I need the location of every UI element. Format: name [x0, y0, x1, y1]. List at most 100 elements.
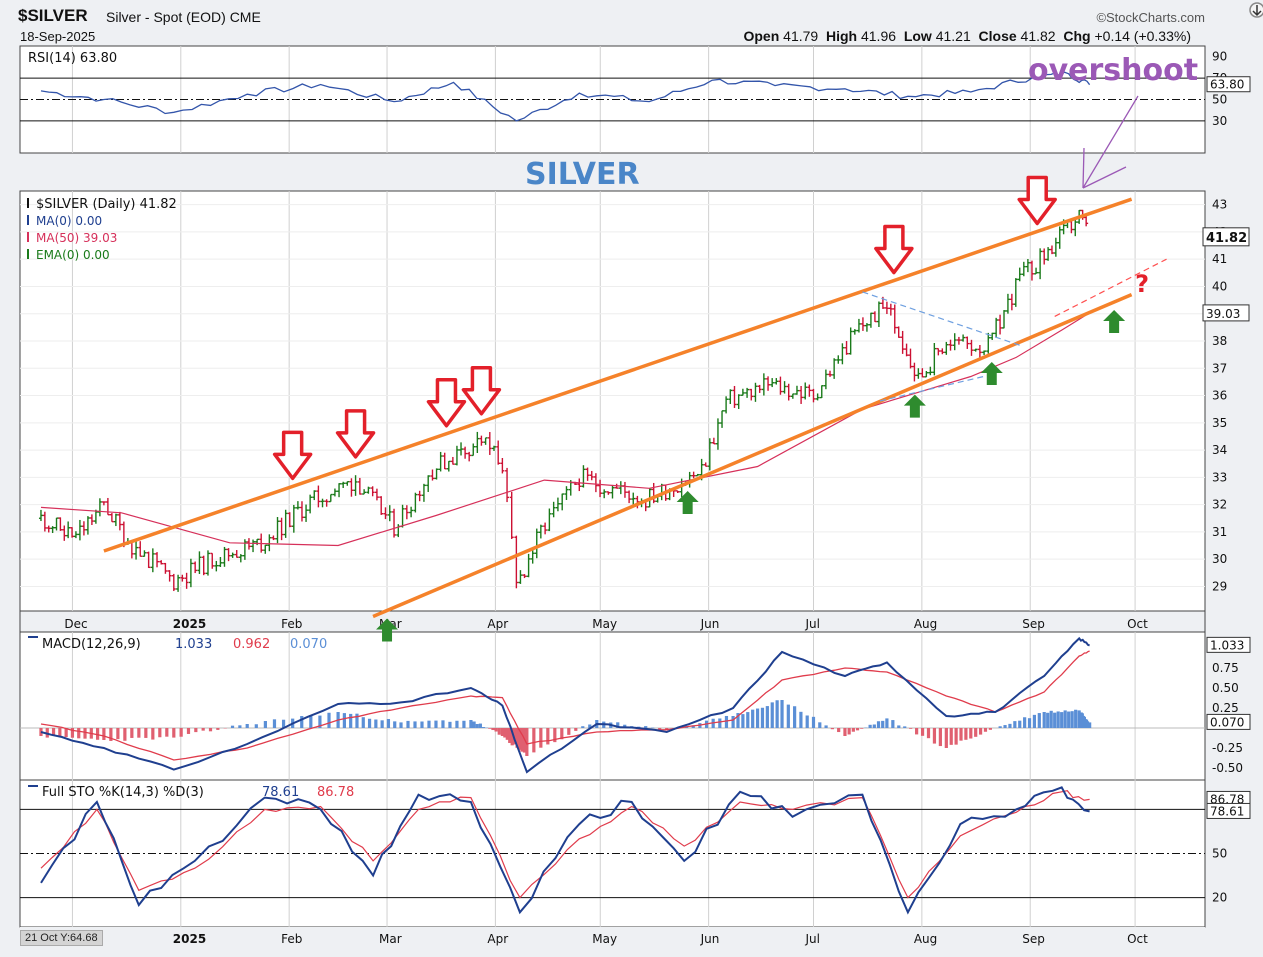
question-mark-annotation: ? — [1135, 270, 1149, 298]
price-bar — [924, 370, 929, 378]
price-bar — [761, 373, 766, 396]
macd-histogram-bar — [144, 728, 148, 738]
price-bar — [852, 329, 857, 335]
price-bar — [138, 541, 143, 557]
price-bar — [547, 508, 552, 532]
price-bar — [770, 378, 775, 388]
macd-histogram-bar — [245, 724, 249, 728]
price-bar — [337, 483, 342, 498]
macd-histogram-bar — [1003, 725, 1007, 728]
macd-histogram-bar — [851, 728, 855, 732]
macd-signal-value: 0.962 — [233, 637, 270, 652]
macd-histogram-bar — [546, 728, 550, 745]
price-bar — [299, 501, 304, 522]
price-bar — [238, 554, 243, 563]
rsi-line — [40, 71, 1091, 122]
rsi-tick-label: 50 — [1212, 93, 1227, 107]
macd-histogram-bar — [455, 720, 459, 728]
price-bar — [404, 505, 409, 520]
price-bar — [944, 341, 949, 355]
macd-panel — [19, 631, 1206, 781]
macd-histogram-bar — [751, 709, 755, 728]
silver-chart-title: SILVER — [525, 157, 640, 192]
macd-histogram-bar — [413, 721, 417, 728]
price-bar — [479, 435, 484, 446]
price-bar — [1002, 310, 1007, 329]
price-bar — [155, 552, 160, 568]
macd-histogram-bar — [1088, 722, 1092, 728]
macd-histogram-bar — [1063, 710, 1067, 728]
macd-histogram-bar — [216, 728, 220, 730]
price-bar — [353, 475, 358, 496]
macd-histogram-bar — [944, 728, 948, 748]
macd-histogram-bar — [860, 728, 864, 729]
price-bar — [167, 570, 172, 582]
macd-histogram-bar — [881, 720, 885, 728]
price-bar — [146, 551, 151, 569]
price-bar — [790, 393, 795, 399]
red-down-arrow-shape — [461, 366, 502, 416]
month-label-bottom: Apr — [487, 932, 508, 946]
macd-histogram-bar — [988, 728, 992, 730]
macd-histogram-bar — [208, 728, 213, 732]
month-label-bottom: Oct — [1127, 932, 1148, 946]
macd-histogram-bar — [488, 728, 492, 729]
macd-histogram-bar — [494, 728, 498, 732]
price-bar — [551, 501, 556, 518]
price-bar — [522, 574, 527, 579]
price-bar — [267, 534, 272, 552]
macd-histogram-bar — [281, 719, 286, 728]
price-legend-entry: MA(50) 39.03 — [36, 231, 117, 245]
red-down-arrow — [335, 409, 376, 459]
price-bar — [505, 467, 510, 503]
price-bar — [998, 314, 1003, 335]
lower-channel-line — [372, 293, 1133, 619]
price-tick-label: 40 — [1212, 279, 1227, 293]
month-label-bottom: Jun — [700, 932, 720, 946]
price-bar — [77, 519, 82, 541]
macd-histogram-bar — [691, 725, 695, 728]
macd-tick-label: -0.25 — [1212, 741, 1243, 755]
macd-histogram-bar — [367, 718, 372, 728]
price-bar — [868, 312, 873, 328]
macd-histogram-bar — [491, 728, 495, 731]
macd-histogram-bar — [623, 724, 627, 728]
price-bar — [442, 452, 447, 470]
month-label: Jul — [804, 617, 819, 631]
macd-histogram-bar — [1056, 711, 1060, 728]
macd-histogram-bar — [539, 728, 543, 748]
window-control-icon[interactable] — [1247, 0, 1263, 20]
price-bar — [691, 471, 696, 479]
macd-histogram-bar — [560, 728, 564, 740]
macd-histogram-bar — [847, 728, 851, 735]
price-bar — [109, 513, 114, 523]
open-label: Open — [743, 28, 780, 44]
macd-histogram-bar — [64, 728, 68, 738]
price-bar — [291, 504, 296, 533]
macd-histogram-bar — [891, 720, 895, 728]
price-bar — [745, 387, 750, 398]
macd-tick-label: 0.50 — [1212, 681, 1239, 695]
high-label: High — [825, 28, 858, 44]
month-label-bottom: Aug — [914, 932, 937, 946]
low-value: 41.21 — [935, 28, 971, 44]
rsi-value-tag-box — [1206, 76, 1251, 93]
macd-histogram-bar — [855, 728, 860, 731]
price-bar — [900, 330, 905, 354]
price-bar — [218, 556, 223, 567]
price-bar — [815, 393, 820, 401]
price-legend-entry: EMA(0) 0.00 — [36, 248, 110, 262]
macd-histogram-bar — [520, 728, 524, 752]
price-bar — [920, 368, 925, 378]
price-bar — [438, 451, 443, 472]
price-bar — [969, 339, 974, 356]
macd-histogram-bar — [567, 728, 571, 735]
price-bar — [526, 553, 531, 578]
price-bar — [724, 396, 729, 414]
macd-histogram-bar — [868, 724, 872, 728]
red-down-arrow — [461, 366, 502, 416]
macd-histogram-bar — [1067, 711, 1071, 728]
price-bar — [379, 496, 384, 515]
macd-histogram-bar — [1027, 718, 1032, 728]
